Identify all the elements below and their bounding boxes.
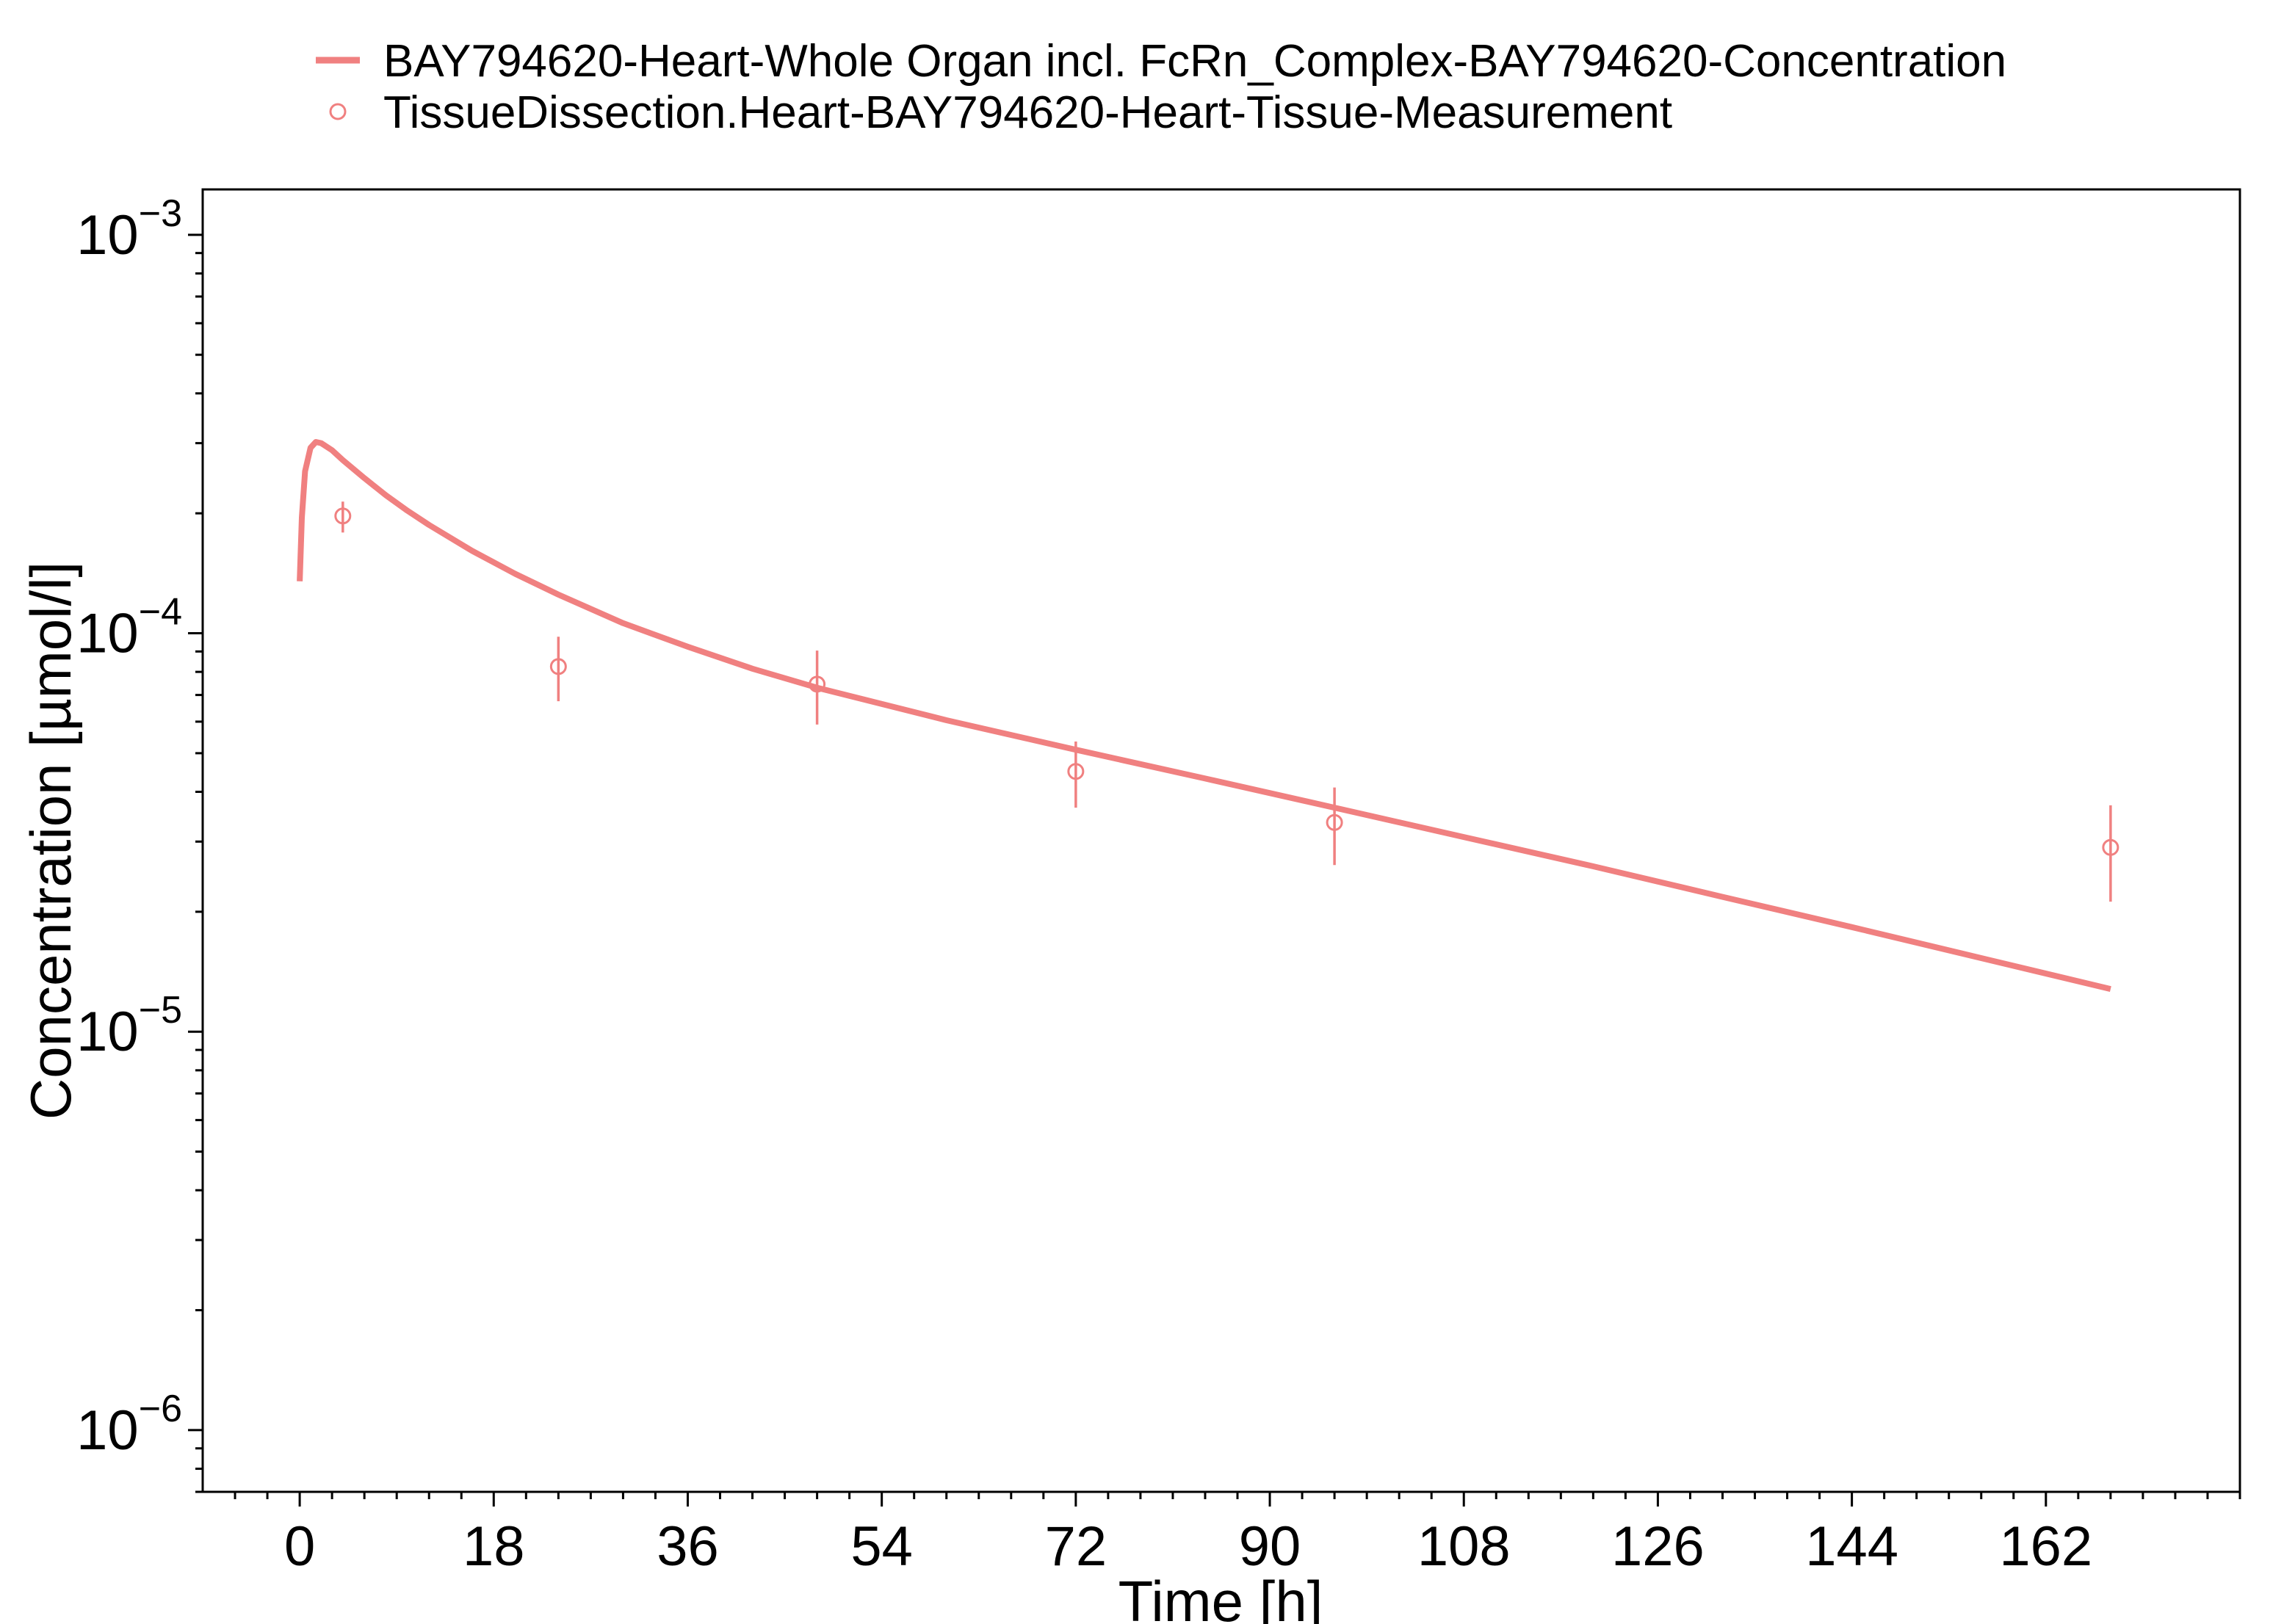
x-tick-label: 72 [1045, 1515, 1107, 1578]
legend-label-simulation: BAY794620-Heart-Whole Organ incl. FcRn_C… [383, 36, 2006, 87]
measurement-point [1326, 813, 1343, 831]
x-axis: 0 18 36 54 72 90 108 126 144 162 [234, 1492, 2241, 1578]
y-tick-label-exponent: −6 [139, 1388, 182, 1430]
x-tick-label: 108 [1417, 1515, 1511, 1578]
y-tick-label: 10−5 [76, 989, 182, 1063]
x-tick-label: 90 [1239, 1515, 1301, 1578]
x-tick-label: 162 [1999, 1515, 2092, 1578]
measurement-point [809, 675, 826, 693]
legend: BAY794620-Heart-Whole Organ incl. FcRn_C… [316, 36, 2006, 138]
measurement-point [1067, 763, 1085, 780]
y-axis-label: Concentration [µmol/l] [18, 562, 83, 1120]
legend-marker-swatch [329, 103, 347, 120]
y-tick-label-exponent: −5 [139, 989, 182, 1032]
y-tick-label-base: 10 [76, 204, 139, 267]
x-tick-label: 36 [657, 1515, 719, 1578]
y-tick-label: 10−4 [76, 591, 182, 665]
y-axis: 10−310−410−510−6 [76, 192, 203, 1493]
x-tick-label: 144 [1805, 1515, 1898, 1578]
measurement-point [549, 658, 567, 675]
legend-label-measurement: TissueDissection.Heart-BAY794620-Heart-T… [383, 87, 1672, 138]
y-tick-label-base: 10 [76, 1001, 139, 1063]
y-tick-label-base: 10 [76, 603, 139, 665]
x-tick-label: 0 [284, 1515, 315, 1578]
y-tick-label-base: 10 [76, 1399, 139, 1462]
x-tick-label: 54 [850, 1515, 913, 1578]
x-tick-label: 126 [1611, 1515, 1705, 1578]
measurement-point [334, 507, 352, 525]
x-axis-label: Time [h] [1118, 1569, 1323, 1624]
y-tick-label-exponent: −4 [139, 591, 182, 634]
measurement-point [2102, 838, 2119, 856]
plot-area [297, 439, 2119, 992]
simulation-line [297, 439, 2111, 992]
y-tick-label-exponent: −3 [139, 192, 182, 235]
x-tick-label: 18 [463, 1515, 525, 1578]
y-tick-label: 10−6 [76, 1388, 182, 1462]
y-tick-label: 10−3 [76, 192, 182, 267]
